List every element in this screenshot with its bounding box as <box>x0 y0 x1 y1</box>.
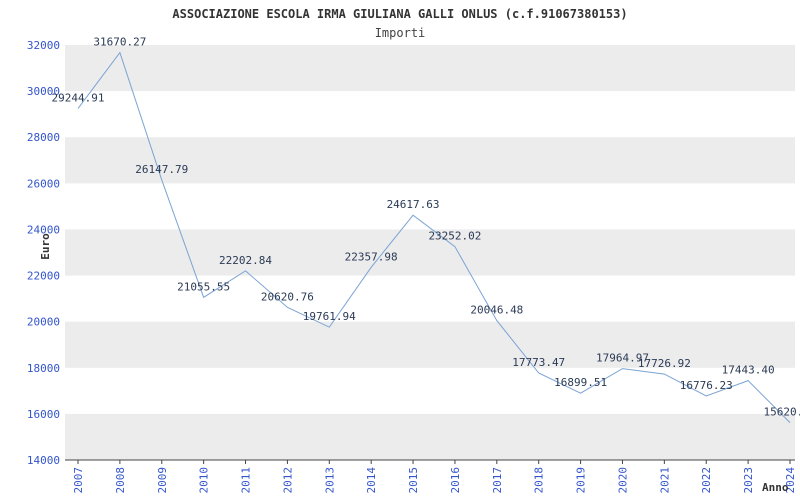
y-tick-label: 18000 <box>27 362 60 375</box>
y-tick-label: 28000 <box>27 131 60 144</box>
value-label: 17773.47 <box>512 356 565 369</box>
x-tick-label: 2021 <box>658 467 671 494</box>
value-label: 20620.76 <box>261 290 314 303</box>
x-tick-label: 2024 <box>784 467 797 494</box>
value-label: 31670.27 <box>93 36 146 49</box>
y-tick-label: 14000 <box>27 454 60 467</box>
value-label: 23252.02 <box>428 230 481 243</box>
y-tick-label: 20000 <box>27 316 60 329</box>
x-tick-label: 2008 <box>114 467 127 494</box>
value-label: 20046.48 <box>470 304 523 317</box>
value-label: 22357.98 <box>345 250 398 263</box>
y-axis-title: Euro <box>38 233 52 260</box>
y-tick-label: 16000 <box>27 408 60 421</box>
plot-band <box>65 45 795 92</box>
x-tick-label: 2017 <box>491 467 504 494</box>
y-tick-label: 24000 <box>27 223 60 236</box>
value-label: 15620.47 <box>764 406 800 419</box>
value-label: 26147.79 <box>135 163 188 176</box>
value-label: 16776.23 <box>680 379 733 392</box>
x-tick-label: 2020 <box>616 467 629 494</box>
x-tick-label: 2010 <box>198 467 211 494</box>
value-label: 17443.40 <box>722 364 775 377</box>
x-tick-label: 2015 <box>407 467 420 494</box>
x-tick-label: 2011 <box>240 467 253 494</box>
x-tick-label: 2022 <box>700 467 713 494</box>
value-label: 16899.51 <box>554 376 607 389</box>
value-label: 29244.91 <box>52 92 105 105</box>
value-label: 17726.92 <box>638 357 691 370</box>
plot-band <box>65 413 795 460</box>
x-tick-label: 2009 <box>156 467 169 494</box>
x-tick-label: 2019 <box>575 467 588 494</box>
x-tick-label: 2016 <box>449 467 462 494</box>
x-tick-label: 2014 <box>365 467 378 494</box>
plot-band <box>65 321 795 368</box>
value-label: 17964.97 <box>596 352 649 365</box>
x-tick-label: 2023 <box>742 467 755 494</box>
x-axis-title: Anno <box>762 481 789 494</box>
value-label: 24617.63 <box>387 198 440 211</box>
x-tick-label: 2012 <box>281 467 294 494</box>
value-label: 21055.55 <box>177 280 230 293</box>
y-tick-label: 26000 <box>27 177 60 190</box>
x-tick-label: 2018 <box>533 467 546 494</box>
x-tick-label: 2007 <box>72 467 85 494</box>
data-line <box>77 51 791 423</box>
y-tick-label: 22000 <box>27 270 60 283</box>
plot-band <box>65 137 795 184</box>
value-label: 19761.94 <box>303 310 356 323</box>
value-label: 22202.84 <box>219 254 272 267</box>
chart-subtitle: Importi <box>374 26 426 40</box>
plot-band <box>65 229 795 276</box>
y-tick-label: 30000 <box>27 85 60 98</box>
x-tick-label: 2013 <box>323 467 336 494</box>
chart-title: ASSOCIAZIONE ESCOLA IRMA GIULIANA GALLI … <box>172 7 628 21</box>
y-tick-label: 32000 <box>27 39 60 52</box>
